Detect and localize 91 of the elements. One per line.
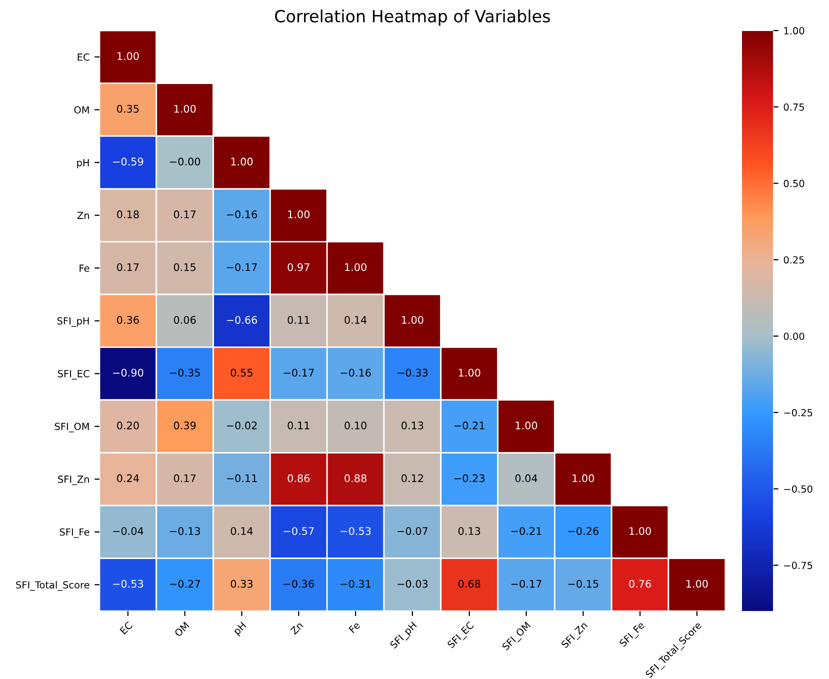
data-label: −0.36 (284, 580, 314, 588)
data-label: 1.00 (686, 580, 708, 588)
color-bar-label: 1.00 (784, 27, 804, 34)
data-label: 1.00 (174, 104, 196, 113)
x-tick-label: OM (174, 622, 190, 638)
data-label: 0.76 (629, 580, 651, 588)
data-label: 0.36 (117, 316, 139, 324)
data-label: 1.00 (630, 527, 651, 535)
data-label: −0.17 (226, 263, 257, 272)
data-label: 1.00 (288, 210, 310, 218)
data-label: 0.13 (458, 527, 480, 535)
y-tick-label: SFI_Zn (58, 476, 89, 486)
data-label: −0.21 (454, 422, 484, 430)
data-label: −0.21 (511, 527, 542, 535)
x-tick-label: Zn (290, 622, 304, 635)
data-label: 0.20 (117, 422, 139, 430)
data-label: −0.53 (113, 580, 144, 588)
data-label: 0.13 (402, 422, 424, 430)
data-label: 1.00 (117, 52, 139, 60)
x-tick-label: Fe (348, 621, 360, 634)
data-label: 0.11 (288, 422, 310, 430)
data-label: −0.16 (340, 368, 371, 377)
color-bar-label: −0.50 (784, 485, 812, 493)
y-tick-label: SFI_pH (57, 317, 89, 327)
data-label: 0.04 (515, 474, 538, 482)
data-label: −0.07 (398, 527, 428, 535)
data-label: −0.11 (226, 474, 257, 482)
y-tick-label: SFI_EC (58, 370, 90, 380)
data-label: −0.66 (226, 316, 258, 324)
data-label: −0.59 (113, 158, 144, 166)
data-label: −0.02 (226, 422, 257, 430)
data-label: 0.12 (402, 474, 423, 482)
data-label: −0.03 (398, 580, 428, 588)
data-label: −0.35 (170, 368, 200, 377)
data-label: 0.97 (288, 263, 310, 272)
data-label: −0.57 (284, 527, 314, 535)
data-label: 1.00 (345, 263, 366, 272)
data-label: −0.15 (568, 580, 598, 588)
color-bar-label: 0.50 (784, 180, 804, 188)
data-label: 0.11 (288, 316, 310, 324)
data-label: 0.14 (344, 316, 367, 324)
data-label: 0.55 (230, 368, 252, 377)
data-label: 1.00 (572, 474, 594, 482)
data-label: 0.17 (174, 474, 196, 482)
data-label: 0.18 (117, 210, 139, 218)
y-tick-label: SFI_OM (54, 422, 89, 432)
color-bar-label: 0.00 (784, 332, 804, 340)
x-tick-label: EC (120, 621, 133, 635)
data-label: 1.00 (402, 316, 424, 324)
color-bar-label: 0.25 (784, 256, 804, 264)
data-label: −0.26 (568, 527, 598, 535)
data-label: 0.06 (174, 316, 196, 324)
data-label: 0.24 (117, 474, 139, 482)
y-tick-label: EC (78, 53, 90, 61)
data-label: 1.00 (458, 368, 480, 377)
color-bar-label: −0.25 (784, 408, 812, 416)
y-tick-label: pH (77, 159, 89, 168)
data-label: −0.53 (340, 527, 371, 535)
y-tick-label: Fe (80, 264, 90, 272)
data-label: −0.00 (170, 158, 200, 166)
data-label: −0.17 (511, 580, 542, 588)
data-label: 1.00 (516, 422, 538, 430)
data-label: −0.16 (226, 210, 258, 218)
y-tick-label: SFI_Total_Score (16, 581, 90, 591)
data-label: 0.17 (117, 263, 139, 272)
color-bar-label: −0.75 (784, 562, 812, 570)
data-label: 0.17 (174, 210, 196, 218)
data-label: −0.33 (398, 368, 428, 377)
data-label: −0.23 (454, 474, 484, 482)
data-label: 0.39 (174, 422, 196, 430)
data-label: −0.27 (170, 580, 200, 588)
x-tick-label: pH (233, 622, 248, 636)
y-tick-label: OM (74, 106, 89, 114)
data-label: −0.31 (340, 580, 371, 588)
data-label: 0.15 (174, 263, 196, 272)
data-label: 0.10 (344, 422, 366, 430)
data-label: 0.88 (344, 474, 366, 482)
y-tick-label: Zn (77, 212, 89, 219)
color-bar-label: 0.75 (784, 103, 804, 111)
data-label: 0.33 (230, 580, 252, 588)
data-label: −0.90 (113, 368, 144, 377)
y-tick-label: SFI_Fe (60, 528, 90, 538)
data-label: −0.04 (113, 527, 144, 535)
data-label: 0.35 (117, 104, 139, 113)
data-label: −0.17 (284, 368, 314, 377)
data-label: 0.68 (458, 580, 480, 588)
chart-title: Correlation Heatmap of Variables (275, 10, 550, 26)
data-label: 0.86 (288, 474, 310, 482)
data-label: 0.14 (230, 527, 253, 535)
data-label: −0.13 (170, 527, 200, 535)
data-label: 1.00 (231, 158, 253, 166)
